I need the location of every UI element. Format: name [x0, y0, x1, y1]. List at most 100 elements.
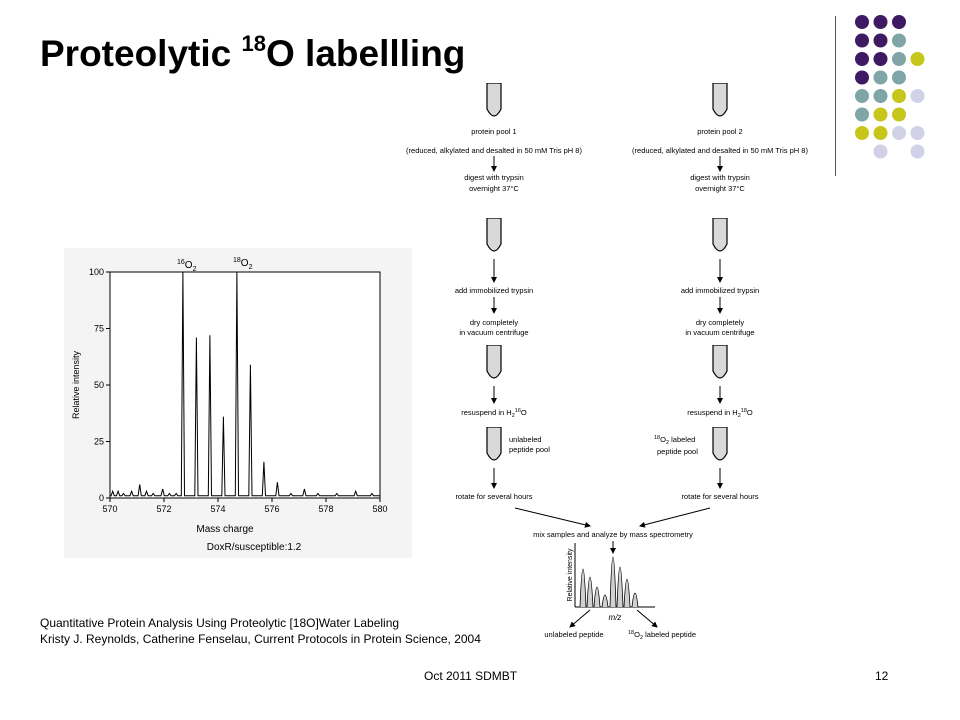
x-tick-label: 576 [264, 504, 279, 514]
right-step-resuspend: resuspend in H218O [687, 408, 753, 419]
x-tick-label: 572 [156, 504, 171, 514]
y-tick-label: 0 [99, 493, 104, 503]
right-step-digest: digest with trypsin [690, 173, 750, 182]
right-step-immobilized: add immobilized trypsin [681, 286, 759, 295]
decorative-dot [892, 15, 906, 29]
decorative-dot [910, 126, 925, 140]
spectrum-line [110, 271, 380, 497]
right-pool-tag2: peptide pool [657, 447, 698, 456]
left-step-overnight: overnight 37°C [469, 184, 519, 193]
tube-icon [486, 427, 502, 461]
left-pool-label: protein pool 1 [471, 127, 516, 136]
tube-icon [712, 83, 728, 117]
x-axis-label: Mass charge [196, 524, 254, 535]
left-step-immobilized: add immobilized trypsin [455, 286, 533, 295]
out-unlabeled: unlabeled peptide [544, 630, 603, 639]
title-suffix: O labellling [265, 33, 466, 74]
x-tick-label: 580 [372, 504, 387, 514]
left-pool-tag1: unlabeled [509, 435, 542, 444]
plot-frame [109, 271, 381, 499]
right-step-overnight: overnight 37°C [695, 184, 745, 193]
x-tick-label: 578 [318, 504, 333, 514]
left-step-vacuum: in vacuum centrifuge [459, 328, 528, 337]
right-pool-desc: (reduced, alkylated and desalted in 50 m… [632, 146, 808, 155]
inset-peak [623, 578, 631, 608]
decorative-dot [873, 33, 888, 48]
y-tick-label: 50 [94, 380, 104, 390]
left-step-rotate: rotate for several hours [455, 492, 532, 501]
tube-icon [712, 345, 728, 379]
citation-line-1: Quantitative Protein Analysis Using Prot… [40, 616, 400, 630]
decorative-dot [892, 107, 906, 122]
tube-icon [712, 427, 728, 461]
mass-spectrum-figure: 0 25 50 75 100 570 572 574 576 578 580 16O2 18O2 … [64, 248, 412, 558]
decorative-dot [873, 144, 888, 159]
inset-peak [616, 566, 624, 608]
inset-peak [586, 576, 594, 608]
inset-x-label: m/z [609, 613, 622, 622]
left-step-resuspend: resuspend in H216O [461, 408, 527, 419]
decorative-dot [910, 52, 925, 66]
right-pool-label: protein pool 2 [697, 127, 742, 136]
y-tick-label: 100 [89, 267, 104, 277]
decorative-dot [873, 70, 888, 85]
decorative-dot [855, 89, 869, 103]
out-labeled: 18O2 labeled peptide [628, 630, 696, 641]
inset-y-label: Relative intensity [567, 548, 574, 601]
y-tick-label: 25 [94, 437, 104, 447]
decorative-dot [855, 107, 869, 122]
decorative-dot [855, 15, 869, 29]
tube-icon [486, 218, 502, 252]
inset-peak [631, 592, 639, 608]
decorative-dot [910, 144, 925, 159]
decorative-dot [873, 89, 888, 103]
decorative-dot [892, 89, 906, 103]
decorative-dot [855, 33, 869, 48]
tube-icon [712, 218, 728, 252]
label-18O2: 18O2 [233, 257, 253, 271]
title-superscript: 18 [241, 31, 266, 56]
decorative-dot [873, 52, 888, 66]
x-tick-label: 574 [210, 504, 225, 514]
right-pool-tag1: 18O2 labeled [654, 435, 695, 446]
left-step-digest: digest with trypsin [464, 173, 524, 182]
title-prefix: Proteolytic [40, 33, 242, 74]
footer-text: Oct 2011 SDMBT [424, 669, 518, 683]
slide-title: Proteolytic 18O labellling [40, 30, 465, 78]
left-pool-desc: (reduced, alkylated and desalted in 50 m… [406, 146, 582, 155]
decorative-dot [892, 52, 906, 66]
decorative-dot [892, 33, 906, 48]
decorative-divider [835, 16, 836, 176]
inset-peak [579, 568, 587, 608]
inset-peak [593, 586, 601, 608]
slide-number: 12 [875, 669, 889, 683]
decorative-dot [855, 70, 869, 85]
citation: Quantitative Protein Analysis Using Prot… [40, 615, 481, 647]
left-step-dry: dry completely [470, 318, 519, 327]
left-pool-tag2: peptide pool [509, 445, 550, 454]
right-step-rotate: rotate for several hours [681, 492, 758, 501]
x-tick-label: 570 [102, 504, 117, 514]
right-workflow-column: protein pool 2 (reduced, alkylated and d… [632, 83, 808, 501]
tube-icon [486, 345, 502, 379]
label-16O2: 16O2 [177, 259, 197, 273]
decorative-dot [873, 126, 888, 140]
decorative-dot [892, 126, 906, 140]
decorative-dot [855, 52, 869, 66]
decorative-dot-grid [855, 15, 925, 159]
decorative-dot [910, 89, 925, 103]
decorative-dot [855, 126, 869, 140]
chart-caption: DoxR/susceptible:1.2 [207, 542, 302, 553]
tube-icon [486, 83, 502, 117]
inset-spectrum: Relative intensity m/z [567, 543, 655, 622]
inset-peak [609, 556, 617, 608]
decorative-dot [873, 15, 888, 29]
y-tick-label: 75 [94, 324, 104, 334]
decorative-dot [873, 107, 888, 122]
mix-label: mix samples and analyze by mass spectrom… [533, 530, 693, 539]
labeling-workflow-diagram: protein pool 1 (reduced, alkylated and d… [406, 83, 808, 641]
citation-line-2: Kristy J. Reynolds, Catherine Fenselau, … [40, 632, 481, 646]
right-step-vacuum: in vacuum centrifuge [685, 328, 754, 337]
decorative-dot [892, 70, 906, 85]
